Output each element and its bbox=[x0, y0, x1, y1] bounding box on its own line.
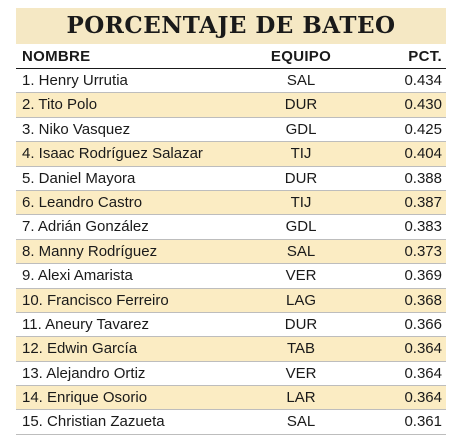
player-team: DUR bbox=[284, 96, 318, 114]
player-name: 7. Adrián González bbox=[22, 218, 149, 236]
column-header-team: EQUIPO bbox=[270, 48, 332, 65]
player-name: 14. Enrique Osorio bbox=[22, 389, 148, 407]
player-name: 6. Leandro Castro bbox=[22, 193, 143, 211]
player-team: LAR bbox=[286, 389, 316, 407]
player-name: 10. Francisco Ferreiro bbox=[22, 291, 169, 309]
table-row: 6. Leandro Castro TIJ 0.387 bbox=[16, 190, 446, 216]
player-team: SAL bbox=[286, 242, 316, 260]
table-row: 5. Daniel Mayora DUR 0.388 bbox=[16, 167, 446, 191]
table-row: 3. Niko Vasquez GDL 0.425 bbox=[16, 118, 446, 143]
player-team: SAL bbox=[286, 413, 316, 431]
player-pct: 0.364 bbox=[404, 389, 442, 407]
table-row: 13. Alejandro Ortiz VER 0.364 bbox=[16, 362, 446, 387]
column-header-name: NOMBRE bbox=[22, 48, 91, 65]
table-title: PORCENTAJE DE BATEO bbox=[16, 8, 446, 44]
table-row: 7. Adrián González GDL 0.383 bbox=[16, 215, 446, 240]
player-name: 8. Manny Rodríguez bbox=[22, 242, 158, 260]
player-team: VER bbox=[285, 364, 317, 382]
player-team: DUR bbox=[284, 315, 318, 333]
player-pct: 0.425 bbox=[404, 120, 442, 138]
player-pct: 0.404 bbox=[404, 145, 442, 163]
table-row: 10. Francisco Ferreiro LAG 0.368 bbox=[16, 288, 446, 313]
player-pct: 0.361 bbox=[404, 413, 442, 431]
table-row: 8. Manny Rodríguez SAL 0.373 bbox=[16, 239, 446, 265]
player-pct: 0.366 bbox=[404, 315, 442, 333]
table-body: 1. Henry Urrutia SAL 0.434 2. Tito Polo DUR 0… bbox=[16, 69, 446, 435]
player-pct: 0.369 bbox=[404, 267, 442, 285]
player-team: TIJ bbox=[290, 145, 312, 163]
table-row: 9. Alexi Amarista VER 0.369 bbox=[16, 264, 446, 289]
player-team: GDL bbox=[285, 120, 317, 138]
player-pct: 0.364 bbox=[404, 340, 442, 358]
player-name: 4. Isaac Rodríguez Salazar bbox=[22, 145, 203, 163]
player-name: 15. Christian Zazueta bbox=[22, 413, 165, 431]
table-row: 1. Henry Urrutia SAL 0.434 bbox=[16, 69, 446, 94]
player-name: 12. Edwin García bbox=[22, 340, 138, 358]
player-name: 5. Daniel Mayora bbox=[22, 169, 136, 187]
table-row: 2. Tito Polo DUR 0.430 bbox=[16, 93, 446, 118]
player-pct: 0.387 bbox=[404, 193, 442, 211]
table-row: 12. Edwin García TAB 0.364 bbox=[16, 337, 446, 362]
player-team: DUR bbox=[284, 169, 318, 187]
player-team: TIJ bbox=[290, 193, 312, 211]
player-team: SAL bbox=[286, 72, 316, 89]
table-row: 15. Christian Zazueta SAL 0.361 bbox=[16, 410, 446, 435]
player-name: 1. Henry Urrutia bbox=[22, 72, 128, 89]
player-name: 2. Tito Polo bbox=[22, 96, 98, 114]
table-row: 11. Aneury Tavarez DUR 0.366 bbox=[16, 313, 446, 338]
player-team: TAB bbox=[286, 340, 316, 358]
batting-average-table: PORCENTAJE DE BATEO NOMBRE EQUIPO PCT. 1… bbox=[16, 8, 446, 435]
player-pct: 0.373 bbox=[404, 242, 442, 260]
table-row: 14. Enrique Osorio LAR 0.364 bbox=[16, 386, 446, 411]
table-row: 4. Isaac Rodríguez Salazar TIJ 0.404 bbox=[16, 142, 446, 167]
player-pct: 0.368 bbox=[404, 291, 442, 309]
player-name: 9. Alexi Amarista bbox=[22, 267, 133, 285]
player-pct: 0.434 bbox=[404, 72, 442, 89]
table-header: NOMBRE EQUIPO PCT. bbox=[16, 46, 446, 69]
player-name: 3. Niko Vasquez bbox=[22, 120, 131, 138]
player-name: 11. Aneury Tavarez bbox=[22, 315, 150, 333]
player-pct: 0.388 bbox=[404, 169, 442, 187]
player-pct: 0.364 bbox=[404, 364, 442, 382]
player-team: GDL bbox=[285, 218, 317, 236]
player-pct: 0.383 bbox=[404, 218, 442, 236]
column-header-pct: PCT. bbox=[408, 48, 442, 65]
player-team: LAG bbox=[285, 291, 316, 309]
player-pct: 0.430 bbox=[404, 96, 442, 114]
player-team: VER bbox=[285, 267, 317, 285]
player-name: 13. Alejandro Ortiz bbox=[22, 364, 146, 382]
